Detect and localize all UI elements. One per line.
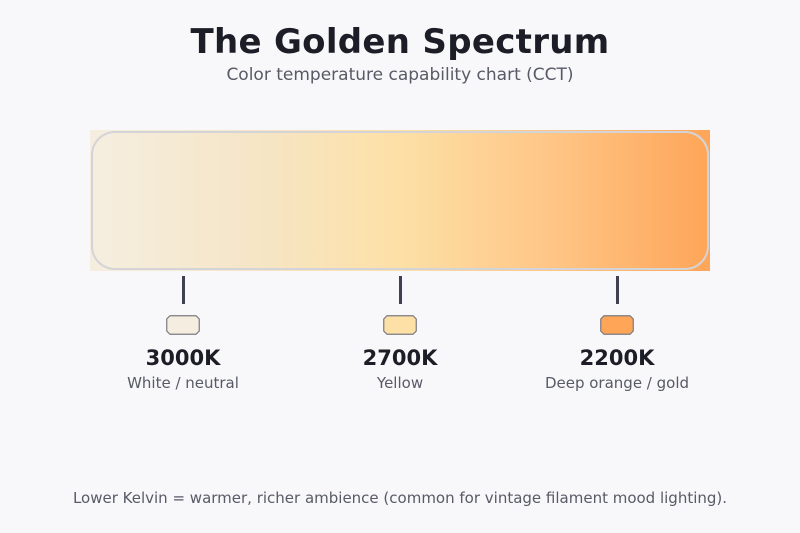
- kelvin-value: 3000K: [145, 346, 221, 370]
- marker-3000k: 3000K White / neutral: [83, 276, 283, 393]
- marker-tick: [398, 276, 402, 304]
- swatch-3000k: [166, 315, 200, 335]
- kelvin-description: White / neutral: [127, 374, 239, 392]
- kelvin-description: Yellow: [376, 374, 424, 392]
- marker-tick: [615, 276, 619, 304]
- kelvin-value: 2200K: [579, 346, 655, 370]
- page-title: The Golden Spectrum: [190, 22, 610, 62]
- swatch-2700k: [383, 315, 417, 335]
- marker-2200k: 2200K Deep orange / gold: [517, 276, 717, 393]
- kelvin-value: 2700K: [362, 346, 438, 370]
- spectrum-gradient-bar: [90, 130, 710, 271]
- kelvin-description: Deep orange / gold: [544, 374, 690, 392]
- page-subtitle: Color temperature capability chart (CCT): [226, 65, 574, 85]
- marker-tick: [181, 276, 185, 304]
- swatch-2200k: [600, 315, 634, 335]
- marker-2700k: 2700K Yellow: [300, 276, 500, 393]
- footer-note: Lower Kelvin = warmer, richer ambience (…: [72, 489, 728, 507]
